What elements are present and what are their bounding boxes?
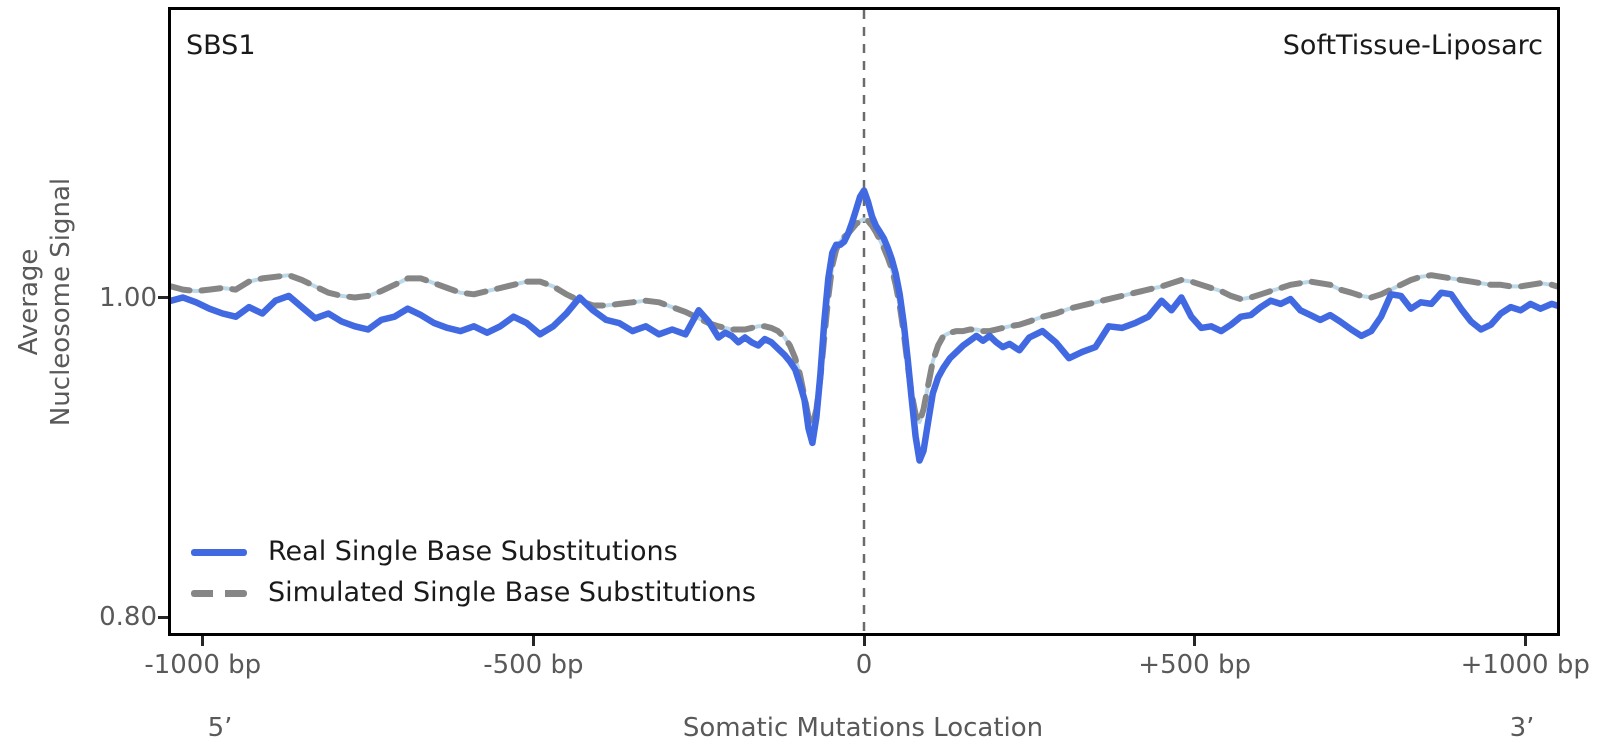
simulated-line-swatch	[191, 590, 247, 597]
real-line-swatch	[191, 549, 247, 556]
x-tick-mark	[1523, 636, 1527, 646]
simulated-sbs-line	[171, 216, 1557, 429]
x-tick-label: 0	[855, 650, 873, 680]
signature-title: SBS1	[186, 30, 256, 61]
legend-label-simulated: Simulated Single Base Substitutions	[268, 577, 756, 608]
chart-canvas	[171, 10, 1557, 633]
y-tick-mark	[158, 296, 168, 300]
x-tick-mark	[862, 636, 866, 646]
y-tick-label: 1.00	[99, 282, 157, 313]
legend-label-real: Real Single Base Substitutions	[268, 536, 678, 567]
x-tick-mark	[531, 636, 535, 646]
y-axis-label-line1: Average	[14, 248, 44, 356]
x-tick-label: +1000 bp	[1460, 650, 1590, 680]
x-tick-label: -1000 bp	[144, 650, 262, 680]
three-prime-label: 3’	[1509, 713, 1535, 743]
x-tick-mark	[201, 636, 205, 646]
five-prime-label: 5’	[207, 713, 233, 743]
x-tick-label: +500 bp	[1138, 650, 1251, 680]
x-axis-label: Somatic Mutations Location	[682, 713, 1044, 743]
x-tick-mark	[1193, 636, 1197, 646]
y-tick-mark	[158, 615, 168, 619]
y-tick-label: 0.80	[99, 602, 157, 633]
cancer-type-title: SoftTissue-Liposarc	[1282, 30, 1543, 61]
real-sbs-line	[171, 187, 1557, 464]
x-tick-label: -500 bp	[483, 650, 584, 680]
